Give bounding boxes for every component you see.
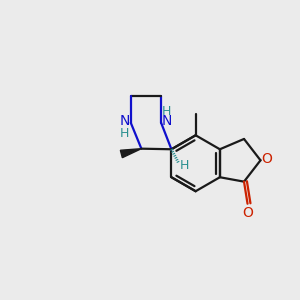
Text: N: N [120,114,130,128]
Text: O: O [243,206,254,220]
Polygon shape [120,149,141,158]
Text: H: H [120,127,129,140]
Text: O: O [261,152,272,166]
Text: H: H [179,159,189,172]
Text: H: H [162,105,171,118]
Text: N: N [162,114,172,128]
